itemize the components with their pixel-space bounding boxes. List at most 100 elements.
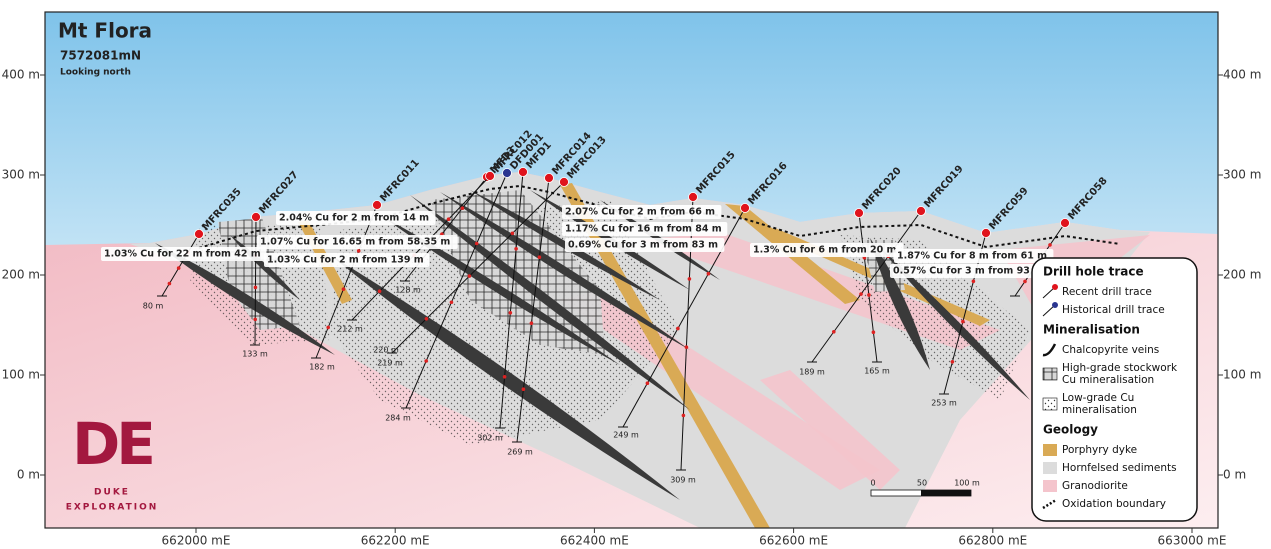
- chalcopyrite-vein: [521, 387, 526, 392]
- chalcopyrite-vein: [859, 292, 863, 296]
- chalcopyrite-vein: [1023, 279, 1027, 284]
- collar: [916, 206, 926, 216]
- legend-item: Cu mineralisation: [1062, 374, 1154, 386]
- intercept-label: 1.3% Cu for 6 m from 20 m: [753, 245, 897, 256]
- chalcopyrite-vein: [510, 231, 515, 236]
- depth-label: 284 m: [385, 414, 411, 423]
- chalcopyrite-vein: [460, 206, 465, 210]
- stockwork: [218, 218, 300, 330]
- easting-label: 662200 mE: [361, 534, 430, 548]
- intercept-box: [562, 205, 722, 219]
- intercept-label: 1.87% Cu for 8 m from 61 m: [897, 251, 1047, 262]
- chalcopyrite-vein: [971, 279, 976, 284]
- chalcopyrite-vein: [529, 321, 534, 326]
- annotations: 80 m 133 m 182 m 212 m 128 m 220 m 219 m 284 m 3…: [101, 205, 1054, 497]
- chalcopyrite-vein: [687, 277, 692, 281]
- depth-label: 219 m: [377, 359, 403, 368]
- legend: Drill hole trace Recent drill trace Histor…: [1031, 257, 1198, 522]
- elevation-label-right: 0 m: [1223, 468, 1246, 482]
- intercept-box: [257, 235, 458, 249]
- depth-label: 212 m: [337, 325, 363, 334]
- intercept-box: [562, 222, 728, 236]
- scale-bar-fill: [921, 490, 971, 496]
- view-direction: Looking north: [60, 68, 131, 78]
- collar: [559, 177, 569, 187]
- intercept-label: 2.04% Cu for 2 m from 14 m: [279, 213, 429, 224]
- intercept-label: 2.07% Cu for 2 m from 66 m: [565, 207, 715, 218]
- legend-item: Hornfelsed sediments: [1062, 462, 1177, 474]
- depth-label: 309 m: [670, 476, 696, 485]
- chalcopyrite-vein: [514, 247, 518, 251]
- depth-label: 302 m: [477, 434, 503, 443]
- elevation-label-left: 200 m: [2, 268, 40, 282]
- legend-symbol: [1052, 284, 1058, 290]
- legend-box: [1031, 257, 1198, 522]
- depth-label: 189 m: [799, 368, 825, 377]
- legend-heading: Mineralisation: [1043, 323, 1140, 337]
- chalcopyrite-vein: [356, 249, 361, 253]
- scale-label: 100 m: [954, 479, 980, 488]
- chalcopyrite-vein: [424, 317, 429, 321]
- elevation-label-left: 300 m: [2, 168, 40, 182]
- porphyry-dyke: [560, 183, 770, 528]
- logo-name: DUKE: [94, 488, 130, 498]
- legend-item: Recent drill trace: [1062, 286, 1152, 298]
- elevation-label-left: 100 m: [2, 368, 40, 382]
- chalcopyrite-vein: [1048, 243, 1052, 247]
- chalcopyrite-vein: [508, 311, 513, 315]
- legend-symbol: [1043, 462, 1057, 474]
- dyke: [155, 243, 335, 355]
- collar: [372, 200, 382, 210]
- easting-label: 662000 mE: [162, 534, 231, 548]
- elevation-label-left: 0 m: [17, 468, 40, 482]
- dyke: [440, 192, 690, 350]
- chalcopyrite-vein: [176, 266, 181, 270]
- elevation-label-right: 400 m: [1223, 68, 1261, 82]
- legend-symbol: [1042, 397, 1058, 411]
- chalcopyrite-vein: [681, 413, 686, 418]
- easting-label: 662400 mE: [560, 534, 629, 548]
- legend-heading: Geology: [1043, 423, 1098, 437]
- collar: [544, 173, 554, 183]
- drill-trace: [254, 216, 257, 346]
- legend-item: mineralisation: [1062, 404, 1137, 416]
- collar: [251, 212, 261, 222]
- chalcopyrite-vein: [871, 330, 876, 335]
- chalcopyrite-vein: [645, 381, 650, 386]
- chalcopyrite-vein: [446, 217, 451, 221]
- chalcopyrite-vein: [467, 274, 472, 278]
- logo-tagline: EXPLORATION: [66, 503, 159, 513]
- depth-label: 249 m: [613, 431, 639, 440]
- chalcopyrite-vein: [341, 287, 346, 291]
- intercept-box: [276, 211, 436, 225]
- elevation-label-left: 400 m: [2, 68, 40, 82]
- legend-symbol: [1043, 480, 1057, 492]
- easting-label: 662600 mE: [759, 534, 828, 548]
- dyke: [380, 215, 620, 365]
- legend-symbol: [1042, 498, 1057, 510]
- drill-trace: [858, 212, 878, 363]
- legend-item: Granodiorite: [1062, 480, 1128, 492]
- legend-item: Oxidation boundary: [1062, 498, 1166, 510]
- elevation-label-right: 100 m: [1223, 368, 1261, 382]
- depth-label: 133 m: [242, 350, 268, 359]
- legend-item: High-grade stockwork: [1062, 362, 1178, 374]
- legend-symbol: [1052, 302, 1058, 308]
- drill-trace: [391, 181, 565, 354]
- collar: [485, 171, 495, 181]
- intercept-label: 1.17% Cu for 16 m from 84 m: [565, 224, 722, 235]
- easting-label: 663000 mE: [1158, 534, 1227, 548]
- dyke: [870, 238, 930, 370]
- collar: [688, 192, 698, 202]
- chalcopyrite-vein: [326, 325, 331, 330]
- collar: [518, 167, 528, 177]
- chalcopyrite-vein: [502, 375, 507, 379]
- collar: [502, 168, 512, 178]
- chalcopyrite-vein: [832, 330, 836, 334]
- legend-item: Low-grade Cu: [1062, 392, 1134, 404]
- dyke: [880, 248, 1030, 400]
- chalcopyrite-vein: [449, 300, 454, 305]
- chalcopyrite-vein: [961, 319, 965, 324]
- depth-label: 80 m: [143, 302, 164, 311]
